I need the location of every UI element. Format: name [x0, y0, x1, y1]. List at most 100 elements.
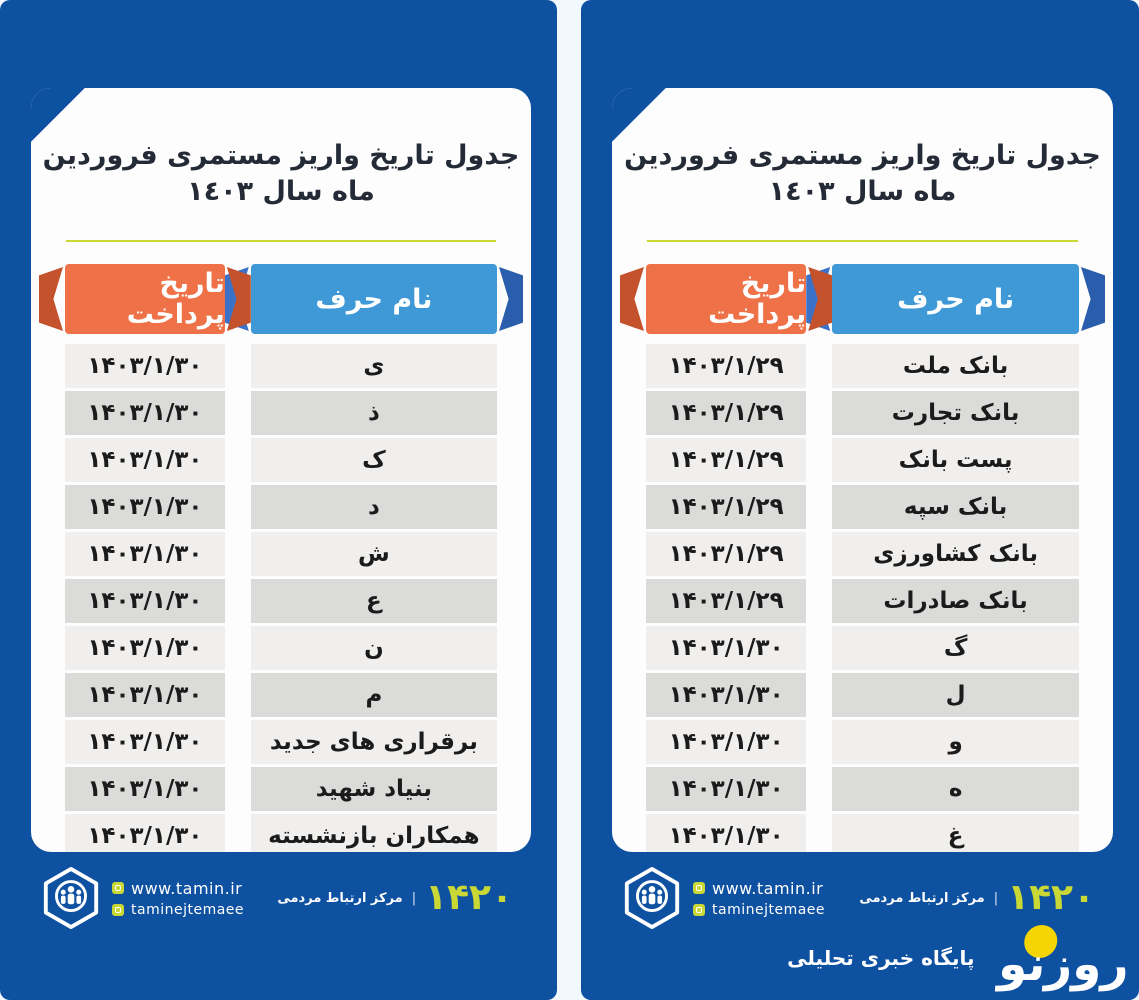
name-cell: ل	[832, 673, 1079, 717]
table-body: بانک ملت ۱۴۰۳/۱/۲۹ بانک تجارت ۱۴۰۳/۱/۲۹ پست …	[646, 344, 1079, 852]
hotline-separator: |	[993, 890, 999, 906]
name-cell: د	[250, 485, 497, 529]
news-tagline: پایگاه خبری تحلیلی	[787, 945, 975, 970]
contact-lines: www.tamin.ir taminejtemaee	[693, 879, 825, 918]
date-cell: ۱۴۰۳/۱/۳۰	[646, 626, 807, 670]
date-cell: ۱۴۰۳/۱/۳۰	[65, 814, 225, 852]
date-cell: ۱۴۰۳/۱/۳۰	[65, 767, 225, 811]
website-url: www.tamin.ir	[131, 878, 243, 898]
date-column-header: تاریخ پرداخت	[39, 264, 251, 334]
name-cell: گ	[832, 626, 1079, 670]
name-header-label: نام حرف	[315, 283, 433, 315]
table-row: و ۱۴۰۳/۱/۳۰	[646, 720, 1079, 764]
date-header-label: تاریخ پرداخت	[708, 268, 807, 330]
name-cell: برقراری های جدید	[250, 720, 497, 764]
table-row: د ۱۴۰۳/۱/۳۰	[65, 485, 497, 529]
name-cell: ی	[250, 344, 497, 388]
name-cell: همکاران بازنشسته	[250, 814, 497, 852]
name-cell: ع	[250, 579, 497, 623]
ribbon-end-icon	[1081, 267, 1105, 331]
table-row: م ۱۴۰۳/۱/۳۰	[65, 673, 497, 717]
table-row: همکاران بازنشسته ۱۴۰۳/۱/۳۰	[65, 814, 497, 852]
table-row: ش ۱۴۰۳/۱/۳۰	[65, 532, 497, 576]
hotline-label: مرکز ارتباط مردمی	[277, 890, 403, 906]
contact-block: www.tamin.ir taminejtemaee	[40, 867, 244, 929]
name-cell: ک	[250, 438, 497, 482]
news-brand: روزنو پایگاه خبری تحلیلی	[787, 925, 1131, 992]
left-panel: جدول تاریخ واریز مستمری فروردین ماه سال …	[0, 0, 557, 1000]
date-header-label: تاریخ پرداخت	[126, 268, 225, 330]
name-column-header: نام حرف	[224, 264, 523, 334]
table-row: بانک کشاورزی ۱۴۰۳/۱/۲۹	[646, 532, 1079, 576]
table-row: پست بانک ۱۴۰۳/۱/۲۹	[646, 438, 1079, 482]
name-cell: ش	[250, 532, 497, 576]
hotline-block: ۱۴۲۰ | مرکز ارتباط مردمی	[859, 880, 1095, 916]
table-row: برقراری های جدید ۱۴۰۳/۱/۳۰	[65, 720, 497, 764]
ribbon-end-icon	[499, 267, 523, 331]
contact-block: www.tamin.ir taminejtemaee	[621, 867, 825, 929]
date-cell: ۱۴۰۳/۱/۳۰	[65, 344, 225, 388]
hotline-separator: |	[411, 890, 417, 906]
name-cell: غ	[832, 814, 1079, 852]
roozno-logo-text: روزنو	[996, 937, 1131, 992]
globe-icon	[693, 882, 705, 894]
name-cell: بانک صادرات	[832, 579, 1079, 623]
date-cell: ۱۴۰۳/۱/۳۰	[65, 673, 225, 717]
date-cell: ۱۴۰۳/۱/۲۹	[646, 485, 807, 529]
table-row: ع ۱۴۰۳/۱/۳۰	[65, 579, 497, 623]
contact-lines: www.tamin.ir taminejtemaee	[112, 879, 244, 918]
name-cell: ه	[832, 767, 1079, 811]
table-header-row: نام حرف تاریخ پرداخت	[620, 264, 1105, 334]
hotline-number: ۱۴۲۰	[425, 877, 513, 918]
hotline-label: مرکز ارتباط مردمی	[859, 890, 985, 906]
social-line: taminejtemaee	[112, 902, 244, 918]
date-cell: ۱۴۰۳/۱/۳۰	[65, 391, 225, 435]
date-cell: ۱۴۰۳/۱/۳۰	[65, 720, 225, 764]
table-row: بنیاد شهید ۱۴۰۳/۱/۳۰	[65, 767, 497, 811]
table-row: بانک ملت ۱۴۰۳/۱/۲۹	[646, 344, 1079, 388]
title-underline	[66, 240, 496, 242]
page-title: جدول تاریخ واریز مستمری فروردین ماه سال …	[624, 140, 1101, 207]
table-body: ی ۱۴۰۳/۱/۳۰ ذ ۱۴۰۳/۱/۳۰ ک ۱۴۰۳/۱/۳۰ د ۱۴۰۳/۱/۳۰…	[65, 344, 497, 852]
name-header-label: نام حرف	[897, 283, 1015, 315]
table-row: ه ۱۴۰۳/۱/۳۰	[646, 767, 1079, 811]
date-cell: ۱۴۰۳/۱/۳۰	[646, 767, 807, 811]
date-cell: ۱۴۰۳/۱/۲۹	[646, 438, 807, 482]
table-row: ذ ۱۴۰۳/۱/۳۰	[65, 391, 497, 435]
table-row: ی ۱۴۰۳/۱/۳۰	[65, 344, 497, 388]
table-row: گ ۱۴۰۳/۱/۳۰	[646, 626, 1079, 670]
date-cell: ۱۴۰۳/۱/۳۰	[646, 814, 807, 852]
name-cell: پست بانک	[832, 438, 1079, 482]
name-cell: م	[250, 673, 497, 717]
name-cell: بانک تجارت	[832, 391, 1079, 435]
table-row: ل ۱۴۰۳/۱/۳۰	[646, 673, 1079, 717]
date-cell: ۱۴۰۳/۱/۲۹	[646, 391, 807, 435]
date-column-header: تاریخ پرداخت	[620, 264, 833, 334]
date-cell: ۱۴۰۳/۱/۳۰	[65, 532, 225, 576]
date-cell: ۱۴۰۳/۱/۳۰	[65, 626, 225, 670]
website-line: www.tamin.ir	[693, 879, 825, 898]
date-cell: ۱۴۰۳/۱/۳۰	[65, 438, 225, 482]
ribbon-end-icon	[39, 267, 63, 331]
table-row: ن ۱۴۰۳/۱/۳۰	[65, 626, 497, 670]
hotline-block: ۱۴۲۰ | مرکز ارتباط مردمی	[277, 880, 513, 916]
name-cell: بانک سپه	[832, 485, 1079, 529]
hotline-number: ۱۴۲۰	[1007, 877, 1095, 918]
right-panel: جدول تاریخ واریز مستمری فروردین ماه سال …	[581, 0, 1139, 1000]
date-cell: ۱۴۰۳/۱/۲۹	[646, 579, 807, 623]
name-cell: بنیاد شهید	[250, 767, 497, 811]
name-column-header: نام حرف	[806, 264, 1105, 334]
table-row: غ ۱۴۰۳/۱/۳۰	[646, 814, 1079, 852]
name-cell: ذ	[250, 391, 497, 435]
date-cell: ۱۴۰۳/۱/۲۹	[646, 532, 807, 576]
table-row: ک ۱۴۰۳/۱/۳۰	[65, 438, 497, 482]
title-underline	[647, 240, 1078, 242]
date-cell: ۱۴۰۳/۱/۳۰	[646, 673, 807, 717]
date-cell: ۱۴۰۳/۱/۲۹	[646, 344, 807, 388]
tamin-logo-icon	[624, 867, 680, 929]
name-cell: بانک کشاورزی	[832, 532, 1079, 576]
table-row: بانک صادرات ۱۴۰۳/۱/۲۹	[646, 579, 1079, 623]
table-header-row: نام حرف تاریخ پرداخت	[39, 264, 523, 334]
instagram-icon	[112, 903, 124, 916]
panel-footer: ۱۴۲۰ | مرکز ارتباط مردمی www.tamin.ir	[40, 867, 513, 929]
